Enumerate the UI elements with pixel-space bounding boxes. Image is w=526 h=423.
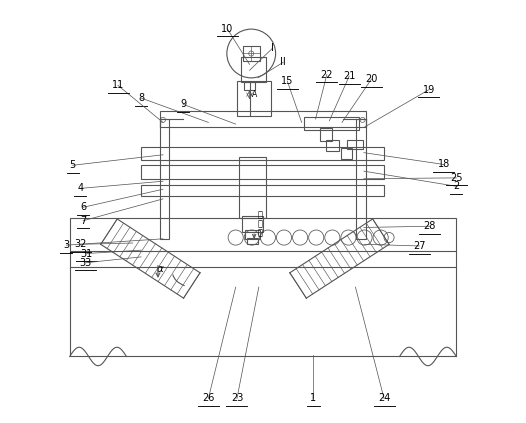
Bar xyxy=(70,218,456,357)
Bar xyxy=(242,216,263,232)
Text: α: α xyxy=(157,264,164,275)
Bar xyxy=(326,140,339,151)
Text: 3: 3 xyxy=(63,240,69,250)
Text: 24: 24 xyxy=(378,393,390,404)
Text: 激
光
束: 激 光 束 xyxy=(258,211,262,238)
Text: 26: 26 xyxy=(202,393,215,404)
Text: 4: 4 xyxy=(77,184,83,193)
Text: 22: 22 xyxy=(321,69,333,80)
Bar xyxy=(341,148,352,159)
Text: 18: 18 xyxy=(438,159,450,170)
Text: 32: 32 xyxy=(74,239,86,249)
Bar xyxy=(245,230,260,239)
Text: 1: 1 xyxy=(310,393,317,404)
Bar xyxy=(241,57,266,82)
Text: 7: 7 xyxy=(80,216,86,226)
Text: 19: 19 xyxy=(423,85,435,95)
Bar xyxy=(160,111,366,127)
Text: 20: 20 xyxy=(365,74,378,84)
Bar xyxy=(347,140,363,149)
Bar xyxy=(243,46,260,61)
Text: 23: 23 xyxy=(231,393,243,404)
Text: 31: 31 xyxy=(80,249,93,258)
Bar xyxy=(141,147,384,160)
Text: A: A xyxy=(252,90,257,99)
Bar xyxy=(141,165,384,179)
Text: I: I xyxy=(271,44,274,53)
Text: 27: 27 xyxy=(413,241,426,251)
Text: 25: 25 xyxy=(450,173,462,183)
Bar xyxy=(237,81,270,115)
Text: 10: 10 xyxy=(221,24,234,34)
Bar xyxy=(244,82,255,90)
Bar xyxy=(141,185,384,195)
Text: 8: 8 xyxy=(138,93,144,103)
Bar xyxy=(160,119,169,239)
Text: 21: 21 xyxy=(343,71,356,81)
Bar xyxy=(239,157,266,218)
Text: 33: 33 xyxy=(79,258,92,268)
Text: 9: 9 xyxy=(180,99,186,109)
Text: 6: 6 xyxy=(80,202,86,212)
Text: 5: 5 xyxy=(69,160,76,170)
Bar xyxy=(356,119,366,239)
Bar xyxy=(304,117,359,129)
Text: 15: 15 xyxy=(281,76,294,86)
Bar xyxy=(320,128,332,141)
Text: 2: 2 xyxy=(453,181,459,191)
Text: 28: 28 xyxy=(423,221,436,231)
Text: 11: 11 xyxy=(112,80,124,91)
Text: II: II xyxy=(280,58,286,67)
Bar xyxy=(247,238,258,244)
